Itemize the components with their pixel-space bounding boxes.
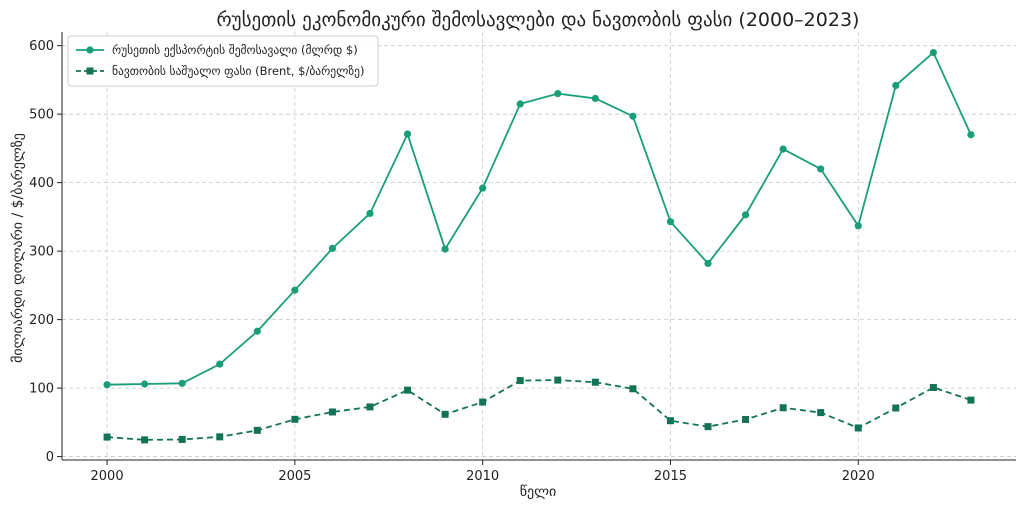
- y-tick-label: 200: [29, 313, 54, 328]
- axes: [61, 32, 1016, 461]
- data-point: [328, 408, 336, 416]
- data-point: [103, 433, 111, 441]
- legend-label: რუსეთის ექსპორტის შემოსავალი (მლრდ $): [112, 43, 358, 57]
- data-point: [854, 424, 862, 432]
- legend-marker: [86, 67, 94, 75]
- data-point: [854, 222, 862, 230]
- x-axis-label: წელი: [520, 484, 557, 500]
- data-point: [479, 398, 487, 406]
- y-tick-label: 100: [29, 382, 54, 397]
- data-point: [779, 145, 787, 153]
- data-point: [554, 90, 562, 98]
- y-axis-label: მილიარდი დოლარი / $/ბარელზე: [9, 133, 26, 363]
- x-tick-label: 2000: [91, 469, 124, 484]
- data-point: [741, 211, 750, 219]
- legend-entry-2: ნავთობის საშუალო ფასი (Brent, $/ბარელზე): [76, 64, 364, 78]
- y-tick-label: 0: [46, 450, 54, 465]
- series-2: [103, 376, 975, 444]
- data-point: [817, 409, 825, 417]
- data-point: [216, 360, 224, 368]
- x-tick-label: 2005: [278, 469, 311, 484]
- data-point: [141, 436, 149, 444]
- data-point: [929, 383, 937, 391]
- x-tick-label: 2015: [654, 469, 687, 484]
- legend-label: ნავთობის საშუალო ფასი (Brent, $/ბარელზე): [112, 64, 364, 78]
- y-tick-label: 600: [29, 39, 54, 54]
- data-point: [779, 404, 787, 412]
- data-point: [141, 380, 149, 388]
- ticks: 2000 2005 2010 2015 2020 0 100 200 300 400 500 600: [29, 39, 875, 484]
- data-point: [366, 209, 374, 218]
- data-point: [629, 112, 637, 120]
- data-point: [253, 327, 261, 335]
- y-tick-label: 300: [29, 245, 54, 260]
- data-point: [967, 131, 975, 139]
- data-point: [742, 415, 750, 423]
- legend-entry-1: რუსეთის ექსპორტის შემოსავალი (მლრდ $): [76, 43, 358, 57]
- chart-title: რუსეთის ეკონომიკური შემოსავლები და ნავთო…: [217, 9, 860, 31]
- data-point: [629, 385, 637, 393]
- data-point: [704, 259, 712, 268]
- data-point: [666, 218, 675, 226]
- data-point: [704, 423, 712, 431]
- data-point: [404, 386, 412, 394]
- data-point: [441, 245, 449, 253]
- data-point: [291, 286, 299, 294]
- legend: რუსეთის ექსპორტის შემოსავალი (მლრდ $) ნავ…: [67, 35, 379, 87]
- data-point: [178, 435, 186, 443]
- data-point: [328, 244, 337, 252]
- y-tick-label: 400: [29, 176, 54, 191]
- data-point: [591, 94, 599, 103]
- y-tick-label: 500: [29, 108, 54, 123]
- data-point: [403, 130, 412, 138]
- data-point: [516, 377, 524, 385]
- data-point: [178, 379, 186, 387]
- data-point: [366, 403, 374, 411]
- data-point: [291, 415, 299, 423]
- data-point: [666, 417, 674, 425]
- data-point: [103, 381, 111, 389]
- data-point: [441, 410, 449, 418]
- series: [103, 48, 975, 444]
- data-point: [479, 184, 487, 192]
- series-1: [103, 48, 975, 389]
- data-point: [253, 426, 261, 434]
- data-point: [817, 165, 825, 173]
- data-point: [516, 100, 524, 108]
- legend-box: [67, 35, 379, 87]
- data-point: [929, 48, 937, 57]
- grid: [62, 32, 1016, 460]
- x-tick-label: 2020: [842, 469, 875, 484]
- data-point: [892, 404, 900, 412]
- legend-marker: [86, 46, 94, 54]
- data-point: [554, 376, 562, 384]
- data-point: [892, 81, 900, 90]
- x-tick-label: 2010: [466, 469, 499, 484]
- data-point: [216, 433, 224, 441]
- series-2-line: [107, 379, 972, 441]
- data-point: [591, 378, 599, 386]
- data-point: [967, 396, 975, 404]
- series-1-line: [107, 51, 972, 386]
